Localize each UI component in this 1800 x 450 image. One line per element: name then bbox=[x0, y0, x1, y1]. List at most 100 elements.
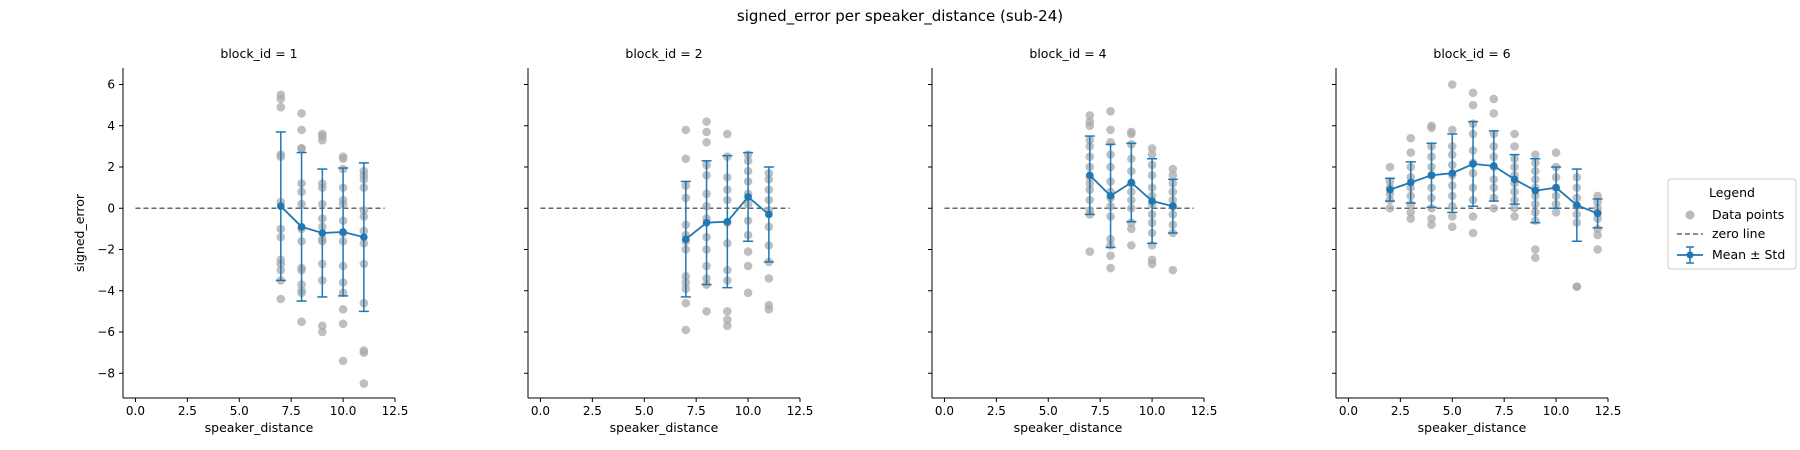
data-point bbox=[681, 154, 691, 164]
x-tick-label: 12.5 bbox=[787, 404, 814, 418]
mean-marker bbox=[1552, 183, 1560, 192]
data-point bbox=[359, 379, 369, 388]
data-point bbox=[743, 247, 753, 256]
mean-marker bbox=[339, 228, 347, 236]
data-point bbox=[276, 294, 286, 304]
data-point bbox=[702, 117, 711, 126]
data-point bbox=[1510, 129, 1519, 139]
x-tick-label: 7.5 bbox=[282, 404, 301, 418]
data-point bbox=[338, 319, 348, 329]
data-point bbox=[1406, 148, 1416, 157]
data-point bbox=[1427, 214, 1436, 223]
data-point bbox=[1593, 191, 1602, 201]
data-point bbox=[1531, 253, 1540, 263]
legend: Legend Data points zero line Mean ± Std bbox=[1667, 178, 1797, 270]
data-point bbox=[297, 144, 306, 153]
x-tick-label: 10.0 bbox=[330, 404, 357, 418]
panel-4: block_id = 6 0.0 2.5 5.0 7.5 10.0 12.5 speaker_… bbox=[1332, 46, 1621, 435]
mean-marker bbox=[1148, 197, 1156, 205]
data-point bbox=[1593, 230, 1602, 240]
panel-title: block_id = 6 bbox=[1433, 46, 1510, 61]
mean-marker bbox=[744, 193, 752, 201]
data-point bbox=[1468, 228, 1478, 238]
data-point bbox=[702, 307, 711, 316]
mean-marker bbox=[1469, 160, 1477, 168]
data-point bbox=[1106, 251, 1115, 260]
y-tick-label: 4 bbox=[107, 119, 115, 133]
data-point bbox=[1406, 214, 1416, 223]
data-point bbox=[1447, 125, 1457, 135]
data-point bbox=[1406, 208, 1416, 217]
data-point bbox=[1427, 220, 1436, 230]
data-point bbox=[764, 305, 774, 314]
x-tick-label: 2.5 bbox=[987, 404, 1006, 418]
data-point bbox=[1106, 107, 1115, 116]
data-point bbox=[681, 125, 691, 135]
x-tick-label: 5.0 bbox=[1039, 404, 1058, 418]
y-tick-label: −6 bbox=[97, 325, 115, 339]
panel-title: block_id = 1 bbox=[220, 46, 297, 61]
mean-marker bbox=[702, 218, 711, 227]
data-point bbox=[1510, 142, 1519, 151]
y-axis-label: signed_error bbox=[72, 193, 87, 272]
data-point bbox=[1551, 148, 1561, 157]
y-tick-label: −2 bbox=[97, 243, 115, 257]
data-point bbox=[338, 154, 348, 164]
x-tick-label: 2.5 bbox=[1391, 404, 1410, 418]
x-tick-label: 7.5 bbox=[687, 404, 706, 418]
x-tick-label: 7.5 bbox=[1495, 404, 1514, 418]
data-point bbox=[1406, 133, 1416, 143]
data-point bbox=[318, 321, 327, 331]
mean-marker bbox=[1127, 178, 1136, 187]
data-point bbox=[743, 261, 753, 271]
data-point bbox=[764, 274, 774, 283]
data-point bbox=[1489, 203, 1499, 213]
data-point bbox=[1593, 224, 1602, 234]
data-point bbox=[1085, 247, 1095, 256]
data-point bbox=[1510, 203, 1519, 213]
legend-label-zero-line: zero line bbox=[1712, 226, 1766, 241]
data-point bbox=[297, 109, 306, 118]
x-tick-label: 7.5 bbox=[1091, 404, 1110, 418]
data-point bbox=[1385, 162, 1395, 172]
data-point bbox=[1468, 88, 1478, 98]
mean-marker bbox=[297, 223, 306, 231]
data-point bbox=[1385, 203, 1395, 213]
chart-title: signed_error per speaker_distance (sub-2… bbox=[737, 7, 1063, 26]
x-axis-label: speaker_distance bbox=[1014, 420, 1123, 435]
x-tick-label: 2.5 bbox=[178, 404, 197, 418]
data-point bbox=[1147, 150, 1157, 159]
data-point bbox=[1168, 170, 1178, 180]
x-tick-label: 10.0 bbox=[735, 404, 762, 418]
x-tick-label: 12.5 bbox=[1595, 404, 1622, 418]
data-point bbox=[1572, 282, 1582, 291]
data-point bbox=[1427, 123, 1436, 133]
data-point bbox=[1531, 245, 1540, 254]
data-point bbox=[318, 327, 327, 337]
data-point bbox=[1447, 212, 1457, 221]
legend-swatch-data-points bbox=[1685, 210, 1695, 220]
mean-marker bbox=[1490, 162, 1498, 170]
panel-2: block_id = 2 0.0 2.5 5.0 7.5 10.0 12.5 speaker_… bbox=[524, 46, 813, 435]
panel-3: block_id = 4 0.0 2.5 5.0 7.5 10.0 12.5 speaker_… bbox=[928, 46, 1217, 435]
data-point bbox=[743, 288, 753, 298]
x-tick-label: 10.0 bbox=[1139, 404, 1166, 418]
data-point bbox=[1447, 80, 1457, 89]
data-point bbox=[1127, 241, 1136, 250]
mean-marker bbox=[277, 202, 285, 210]
data-point bbox=[1147, 144, 1157, 153]
mean-marker bbox=[1086, 171, 1094, 180]
legend-swatch-mean-std bbox=[1677, 246, 1703, 264]
y-tick-label: 0 bbox=[107, 201, 115, 215]
data-point bbox=[1106, 263, 1115, 273]
data-point bbox=[276, 94, 286, 104]
data-point bbox=[723, 307, 732, 316]
data-point bbox=[1593, 245, 1602, 254]
data-point bbox=[1127, 218, 1136, 227]
data-point bbox=[702, 137, 711, 147]
data-point bbox=[1447, 222, 1457, 232]
y-tick-label: −4 bbox=[97, 284, 115, 298]
mean-marker bbox=[1427, 171, 1436, 180]
data-point bbox=[723, 321, 732, 331]
